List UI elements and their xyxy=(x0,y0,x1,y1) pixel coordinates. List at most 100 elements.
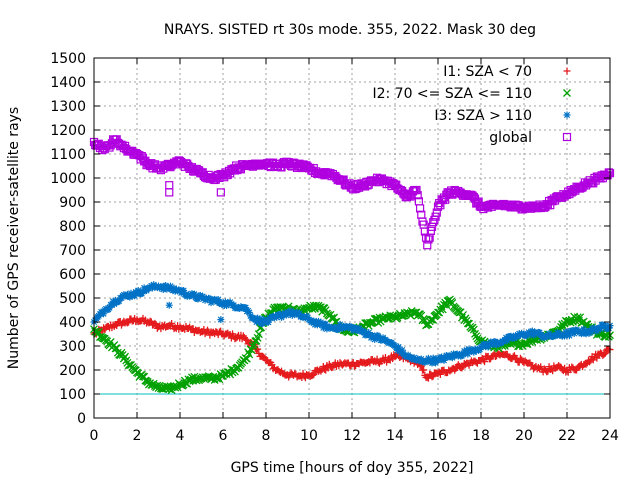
data-point-sample xyxy=(325,323,333,331)
y-tick-label: 700 xyxy=(59,243,86,259)
data-point-sample xyxy=(393,346,401,354)
data-point-sample xyxy=(121,352,130,361)
data-point-sample xyxy=(141,316,149,324)
x-tick-label: 4 xyxy=(176,428,185,444)
ticks: 0100200300400500600700800900100011001200… xyxy=(50,51,619,444)
data-point-sample xyxy=(444,353,452,361)
data-point-sample xyxy=(205,373,214,381)
data-point-sample xyxy=(123,319,131,327)
data-point-sample xyxy=(269,158,278,167)
data-point-sample xyxy=(493,341,501,349)
data-point-sample xyxy=(540,334,548,342)
data-point-sample xyxy=(229,330,237,338)
data-point-sample xyxy=(503,337,511,345)
y-tick-label: 1300 xyxy=(50,99,86,115)
data-point-sample xyxy=(346,361,354,369)
data-point-sample xyxy=(378,336,386,344)
data-point-sample xyxy=(109,297,117,305)
x-tick-label: 22 xyxy=(558,428,576,444)
data-point-sample xyxy=(151,319,159,327)
data-point-sample xyxy=(428,373,436,381)
data-point-sample xyxy=(293,308,301,316)
data-point-sample xyxy=(470,348,478,356)
data-point-sample xyxy=(399,349,407,357)
y-tick-label: 1500 xyxy=(50,51,86,67)
data-point-sample xyxy=(132,288,140,296)
x-tick-label: 6 xyxy=(219,428,228,444)
data-point-sample xyxy=(152,321,160,329)
data-point-sample xyxy=(436,201,445,210)
legend-marker xyxy=(563,67,571,75)
data-point-sample xyxy=(310,371,318,379)
y-tick-label: 400 xyxy=(59,315,86,331)
legend-label: I1: SZA < 70 xyxy=(443,64,532,80)
data-point-sample xyxy=(260,353,268,361)
y-tick-label: 200 xyxy=(59,363,86,379)
data-point-sample xyxy=(194,295,202,303)
data-point-sample xyxy=(528,327,536,335)
data-point-sample xyxy=(429,354,437,362)
data-point-sample xyxy=(153,283,161,291)
data-point-sample xyxy=(582,360,590,368)
data-point-sample xyxy=(234,363,243,372)
data-point-sample xyxy=(431,212,440,221)
data-point-sample xyxy=(551,332,559,340)
y-axis-label: Number of GPS receiver-satellite rays xyxy=(6,107,22,369)
data-point-sample xyxy=(401,352,409,360)
data-point-sample xyxy=(415,204,425,213)
data-point-sample xyxy=(270,314,278,322)
data-point-sample xyxy=(335,325,343,333)
data-point-sample xyxy=(108,301,116,309)
data-point-sample xyxy=(166,282,174,290)
x-tick-label: 16 xyxy=(429,428,447,444)
data-point-sample xyxy=(476,345,484,353)
data-point-sample xyxy=(605,345,613,353)
legend-marker xyxy=(562,132,572,142)
legend-marker xyxy=(563,111,571,119)
data-point-sample xyxy=(91,316,99,324)
data-point-sample xyxy=(126,293,134,301)
outliers xyxy=(165,181,225,324)
data-point-sample xyxy=(366,359,374,367)
data-point-sample xyxy=(261,317,269,325)
y-tick-label: 1100 xyxy=(50,147,86,163)
data-point-sample xyxy=(281,309,289,317)
data-point-sample xyxy=(600,350,608,358)
data-point-sample xyxy=(117,294,125,302)
data-point-sample xyxy=(322,320,330,328)
x-tick-label: 24 xyxy=(601,428,619,444)
data-point-sample xyxy=(256,315,264,323)
data-point-sample xyxy=(304,313,312,321)
data-point-sample xyxy=(360,327,368,335)
data-point-sample xyxy=(303,370,311,378)
data-point-sample xyxy=(319,324,327,332)
data-point-sample xyxy=(502,334,510,342)
data-point-sample xyxy=(336,320,344,328)
outlier-point xyxy=(165,181,174,190)
x-tick-label: 12 xyxy=(343,428,361,444)
data-point-sample xyxy=(593,354,601,362)
x-tick-label: 14 xyxy=(386,428,404,444)
data-point-sample xyxy=(120,317,128,325)
data-point-sample xyxy=(526,330,534,338)
data-point-sample xyxy=(206,295,214,303)
data-point-sample xyxy=(242,354,251,363)
data-point-sample xyxy=(315,317,323,325)
y-tick-label: 900 xyxy=(59,195,86,211)
data-point-sample xyxy=(317,318,325,326)
data-point-sample xyxy=(582,330,590,338)
data-point-sample xyxy=(389,355,397,363)
data-point-sample xyxy=(338,325,346,333)
series-3 xyxy=(89,135,615,250)
outlier-point xyxy=(217,316,225,324)
data-point-sample xyxy=(254,330,263,339)
data-point-sample xyxy=(175,286,183,294)
y-tick-label: 1200 xyxy=(50,123,86,139)
data-point-sample xyxy=(254,314,262,322)
data-point-sample xyxy=(218,300,226,308)
data-point-sample xyxy=(313,321,321,329)
data-point-sample xyxy=(590,324,598,332)
x-tick-label: 18 xyxy=(472,428,490,444)
data-point-sample xyxy=(196,291,204,299)
data-point-sample xyxy=(385,355,393,363)
